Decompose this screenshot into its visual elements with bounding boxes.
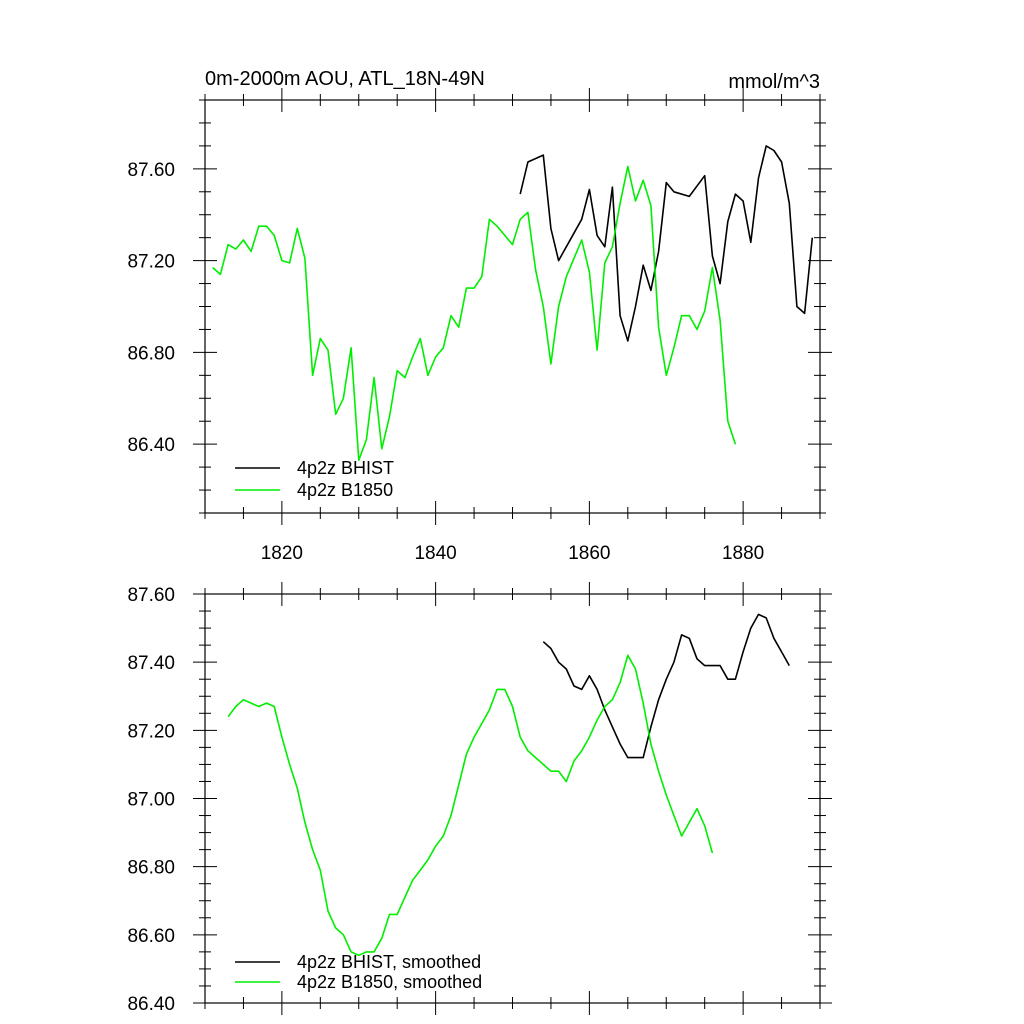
top-y-tick-label: 87.20 [127, 252, 175, 273]
top-chart-axes: 1820 1840 1860 1880 86.40 86.80 87.20 87.60 [127, 88, 832, 564]
top-y-tick-label: 86.80 [127, 343, 175, 364]
bottom-y-tick-label: 87.40 [127, 653, 175, 674]
top-x-tick-label: 1860 [568, 543, 610, 564]
top-legend-label-2: 4p2z B1850 [297, 480, 393, 500]
top-chart-marks [212, 145, 814, 462]
top-x-tick-label: 1880 [722, 543, 764, 564]
top-x-tick-label: 1840 [414, 543, 456, 564]
top-series-line-2 [212, 165, 737, 462]
bottom-chart-marks [227, 613, 790, 957]
top-chart-panel: 0m-2000m AOU, ATL_18N-49N mmol/m^3 1820 1… [127, 68, 832, 564]
top-plot-frame [204, 99, 821, 514]
top-y-tick-label: 86.40 [127, 435, 175, 456]
top-chart-title: 0m-2000m AOU, ATL_18N-49N [205, 68, 485, 90]
bottom-legend-label-1: 4p2z BHIST, smoothed [297, 952, 481, 972]
bottom-chart-axes: 86.40 86.60 86.80 87.00 87.20 87.40 87.60 [127, 582, 832, 1015]
bottom-y-tick-label: 87.20 [127, 721, 175, 742]
bottom-chart-panel: 86.40 86.60 86.80 87.00 87.20 87.40 87.60 4p2z… [127, 582, 832, 1015]
bottom-y-tick-label: 86.80 [127, 858, 175, 879]
top-legend-label-1: 4p2z BHIST [297, 458, 394, 478]
bottom-series-line-1 [542, 613, 790, 759]
bottom-plot-frame [204, 593, 821, 1004]
bottom-y-tick-label: 86.60 [127, 926, 175, 947]
bottom-series-line-2 [227, 654, 714, 957]
top-x-tick-label: 1820 [261, 543, 303, 564]
top-chart-units: mmol/m^3 [728, 71, 820, 93]
bottom-legend-label-2: 4p2z B1850, smoothed [297, 972, 482, 992]
top-series-line-1 [519, 145, 814, 342]
bottom-y-tick-label: 87.00 [127, 790, 175, 811]
bottom-y-tick-label: 87.60 [127, 585, 175, 606]
bottom-y-tick-label: 86.40 [127, 994, 175, 1015]
top-y-tick-label: 87.60 [127, 160, 175, 181]
